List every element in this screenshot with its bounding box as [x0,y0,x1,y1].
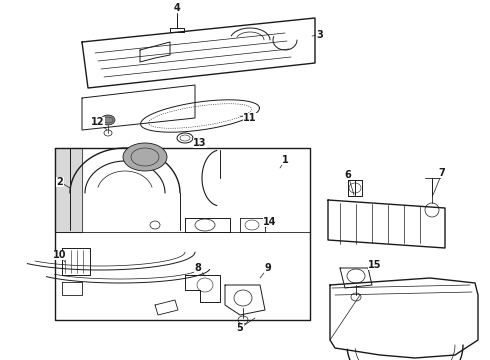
Text: 10: 10 [53,250,67,260]
Text: 4: 4 [173,3,180,13]
Text: 2: 2 [57,177,63,187]
Text: 6: 6 [344,170,351,180]
Text: 12: 12 [91,117,105,127]
Text: 13: 13 [193,138,207,148]
Text: 1: 1 [282,155,289,165]
Text: 3: 3 [317,30,323,40]
Ellipse shape [123,143,167,171]
Ellipse shape [101,115,115,125]
Polygon shape [55,148,82,232]
Text: 9: 9 [265,263,271,273]
Text: 15: 15 [368,260,382,270]
Text: 14: 14 [263,217,277,227]
Text: 5: 5 [237,323,244,333]
Text: 7: 7 [439,168,445,178]
Text: 11: 11 [243,113,257,123]
Text: 8: 8 [195,263,201,273]
